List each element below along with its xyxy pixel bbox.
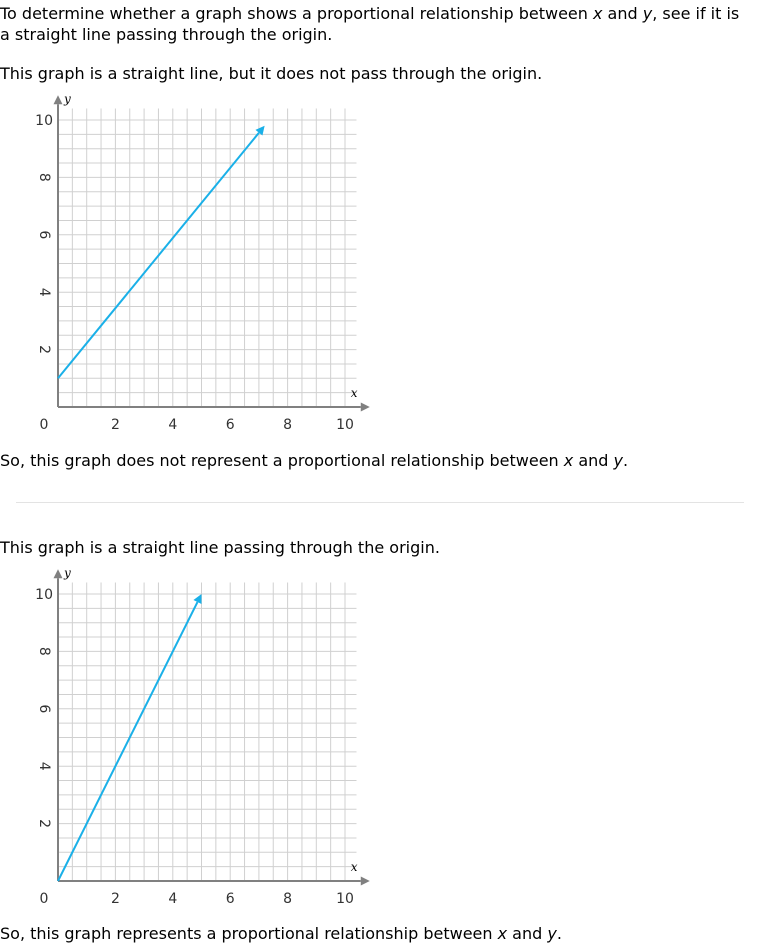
intro-text-line-2: a straight line passing through the orig… [0,25,333,44]
example-2-variable-x: x [497,924,508,943]
x-axis-arrow-icon [360,402,370,412]
intro-text-line-1: To determine whether a graph shows a pro… [0,3,739,24]
example-1-variable-y: y [613,451,623,470]
intro-text-c: , see if it is [652,4,740,23]
y-tick-label: 2 [36,819,52,828]
data-line [57,132,260,379]
example-1-conclusion-text-a: So, this graph does not represent a prop… [0,451,564,470]
example-2-conclusion-text-c: . [556,924,562,943]
x-tick-label: 0 [40,891,49,907]
y-tick-label: 4 [36,288,52,297]
y-axis-label: y [63,92,71,106]
y-axis-arrow-icon [53,95,63,105]
example-2-conclusion-text-b: and [507,924,548,943]
example-2-variable-y: y [547,924,557,943]
x-tick-label: 0 [40,417,49,433]
intro-text-a: To determine whether a graph shows a pro… [0,4,593,23]
x-axis-label: x [351,386,358,400]
x-tick-label: 4 [168,891,177,907]
x-tick-label: 2 [111,891,120,907]
intro-text-b: and [602,4,643,23]
x-tick-label: 2 [111,417,120,433]
example-1-conclusion: So, this graph does not represent a prop… [0,450,628,471]
x-tick-label: 6 [226,891,235,907]
data-line-arrow-icon [193,594,202,605]
y-tick-label: 6 [36,704,52,713]
y-tick-label: 8 [36,173,52,182]
example-1-conclusion-text-b: and [573,451,614,470]
graph-2: x y 0 2 4 6 8 10 2 4 6 8 10 [35,566,370,907]
x-tick-label: 6 [226,417,235,433]
x-tick-label: 8 [283,417,292,433]
x-tick-label: 10 [336,891,354,907]
example-2-conclusion: So, this graph represents a proportional… [0,923,562,944]
y-tick-label: 10 [35,113,53,129]
y-tick-label: 2 [36,345,52,354]
x-tick-label: 8 [283,891,292,907]
example-2-statement: This graph is a straight line passing th… [0,538,440,557]
data-line [57,601,199,882]
x-tick-label: 4 [168,417,177,433]
variable-y: y [642,4,653,23]
y-axis-label: y [63,566,71,580]
example-1-conclusion-text-c: . [623,451,629,470]
graph-1: x y 0 2 4 6 8 10 2 4 6 8 10 [35,92,370,433]
section-divider [16,502,744,503]
y-tick-label: 8 [36,647,52,656]
example-2-conclusion-text-a: So, this graph represents a proportional… [0,924,498,943]
y-tick-label: 10 [35,587,53,603]
x-axis-label: x [351,860,358,874]
example-1-variable-x: x [563,451,574,470]
y-axis-arrow-icon [53,569,63,579]
x-axis-arrow-icon [360,876,370,886]
y-tick-label: 6 [36,230,52,239]
data-line-arrow-icon [255,125,265,136]
example-1-statement: This graph is a straight line, but it do… [0,64,543,83]
variable-x: x [593,4,603,23]
x-tick-label: 10 [336,417,354,433]
y-tick-label: 4 [36,762,52,771]
